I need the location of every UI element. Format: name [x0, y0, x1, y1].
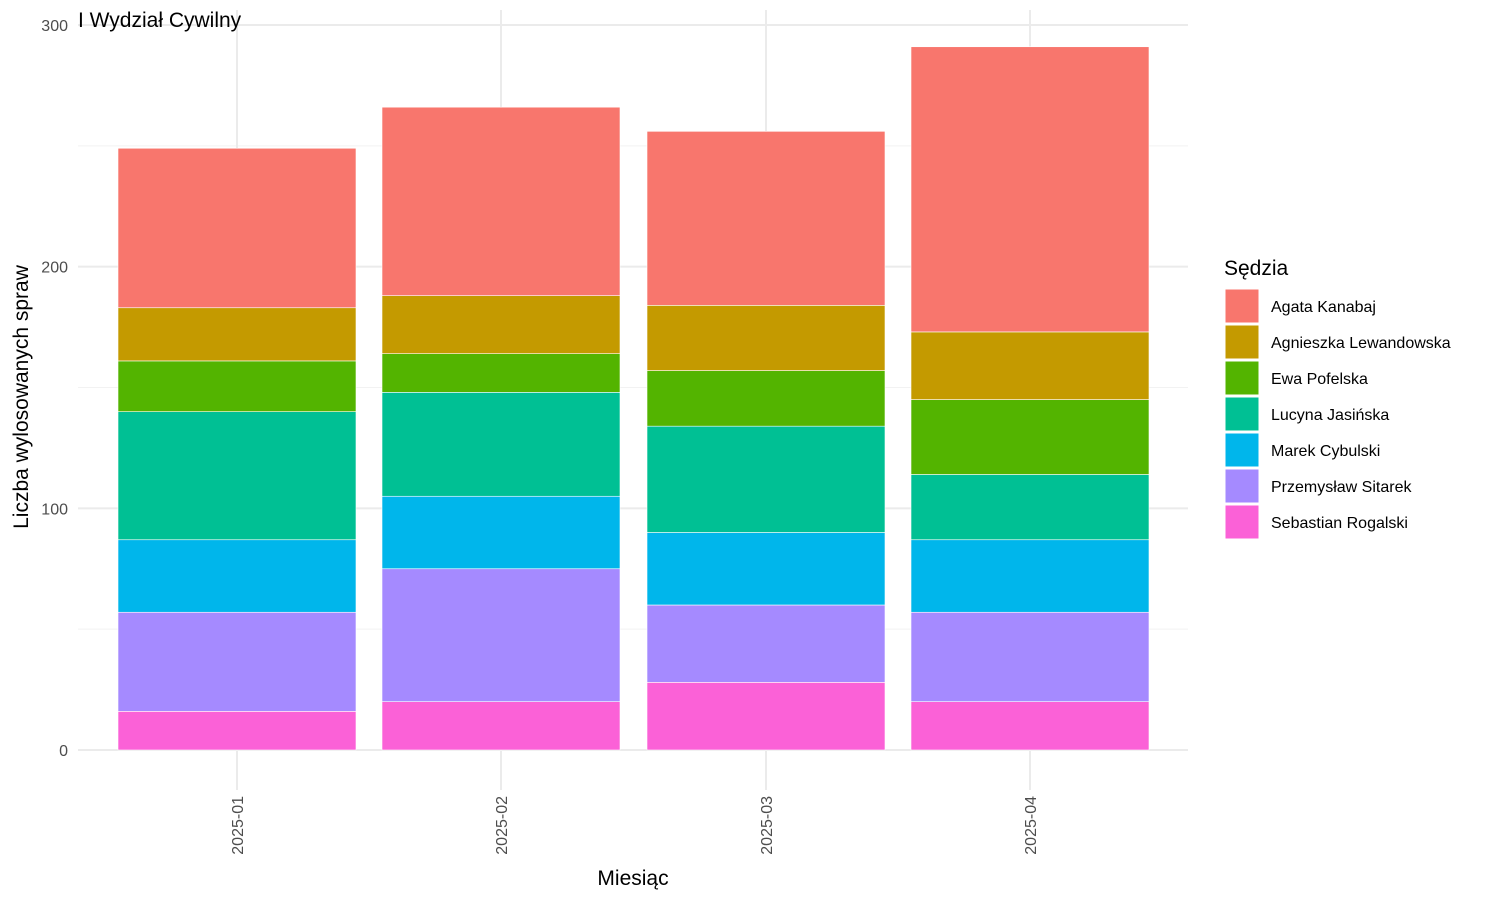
bar-segment	[381, 392, 621, 497]
legend-swatch	[1224, 396, 1260, 432]
bar-segment	[646, 131, 886, 306]
bar-segment	[646, 532, 886, 606]
bar-segment	[910, 399, 1150, 475]
bar-segment	[910, 539, 1150, 613]
bar-segment	[910, 611, 1150, 702]
bar-segment	[910, 701, 1150, 751]
bar-segment	[646, 604, 886, 683]
bar-segment	[117, 147, 357, 309]
x-axis-title: Miesiąc	[597, 867, 668, 890]
bar-segment	[910, 331, 1150, 400]
bar-segment	[646, 682, 886, 751]
y-axis-title: Liczba wylosowanych spraw	[10, 264, 33, 529]
bar-segment	[381, 495, 621, 570]
legend-swatch	[1224, 360, 1260, 396]
bar-segment	[117, 539, 357, 613]
x-tick-label: 2025-01	[230, 796, 247, 855]
legend-title: Sędzia	[1224, 257, 1289, 280]
bar-segment	[381, 106, 621, 296]
legend-label: Agnieszka Lewandowska	[1271, 335, 1451, 352]
bar-segment	[381, 353, 621, 393]
legend-label: Lucyna Jasińska	[1271, 407, 1389, 424]
y-tick-label: 100	[41, 501, 68, 518]
legend-swatch	[1224, 432, 1260, 468]
bar-segment	[646, 425, 886, 533]
bar-segment	[117, 360, 357, 412]
legend-swatch	[1224, 288, 1260, 324]
bar-segment	[117, 307, 357, 362]
legend-label: Przemysław Sitarek	[1271, 479, 1412, 496]
bar-segment	[117, 611, 357, 712]
x-axis-ticks: 2025-01 2025-02 2025-03 2025-04	[230, 796, 1040, 855]
legend-label: Ewa Pofelska	[1271, 371, 1368, 388]
legend: Sędzia Agata Kanabaj Agnieszka Lewandowsk…	[1224, 257, 1451, 540]
bar-segment	[381, 701, 621, 751]
y-tick-label: 300	[41, 18, 68, 35]
bar-segment	[910, 46, 1150, 333]
legend-swatch	[1224, 324, 1260, 360]
legend-swatch	[1224, 504, 1260, 540]
x-tick-label: 2025-03	[759, 796, 776, 855]
x-tick-label: 2025-04	[1023, 796, 1040, 855]
legend-items: Agata Kanabaj Agnieszka Lewandowska Ewa Po…	[1224, 288, 1451, 540]
y-tick-label: 200	[41, 260, 68, 277]
bar-segment	[381, 568, 621, 702]
bar-segment	[117, 411, 357, 541]
y-tick-label: 0	[59, 743, 68, 760]
bar-segment	[646, 305, 886, 371]
y-axis-ticks: 0 100 200 300	[41, 18, 68, 760]
legend-swatch	[1224, 468, 1260, 504]
legend-label: Agata Kanabaj	[1271, 299, 1376, 316]
bar-segment	[117, 711, 357, 751]
chart-title: I Wydział Cywilny	[78, 9, 242, 32]
legend-label: Marek Cybulski	[1271, 443, 1380, 460]
bars	[117, 46, 1150, 751]
bar-segment	[910, 474, 1150, 541]
x-tick-label: 2025-02	[494, 796, 511, 855]
legend-label: Sebastian Rogalski	[1271, 515, 1408, 532]
bar-segment	[381, 295, 621, 354]
bar-segment	[646, 370, 886, 427]
